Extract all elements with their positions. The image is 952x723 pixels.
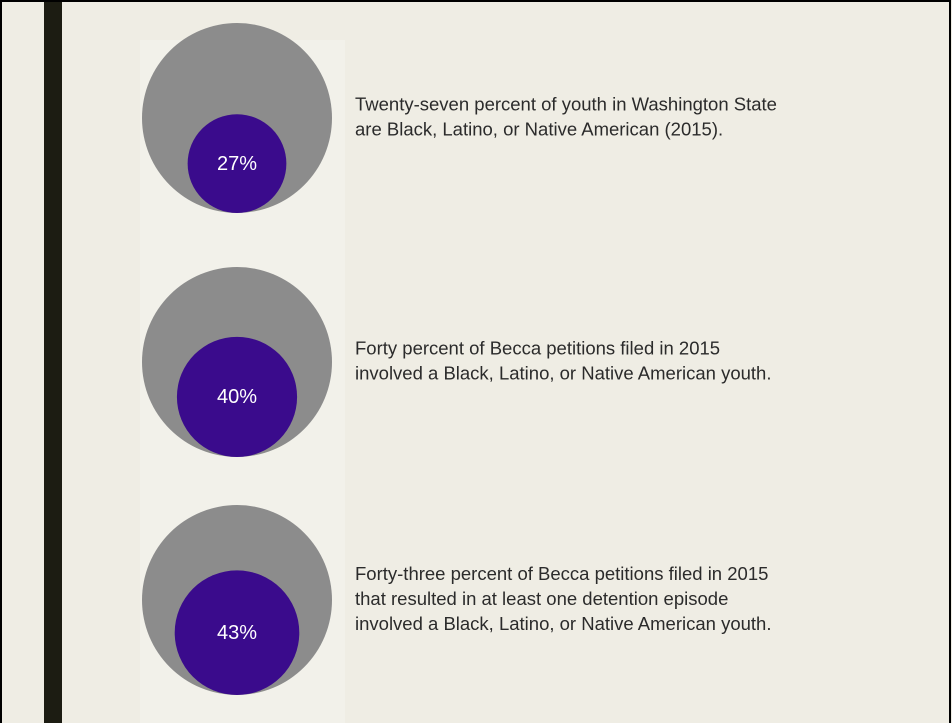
share-circle	[176, 336, 298, 457]
description-line: involved a Black, Latino, or Native Amer…	[355, 613, 771, 634]
description-line: involved a Black, Latino, or Native Amer…	[355, 362, 771, 383]
description-line: that resulted in at least one detention …	[355, 588, 728, 609]
description-line: Forty-three percent of Becca petitions f…	[355, 563, 768, 584]
accent-bar	[44, 2, 62, 723]
share-circle	[187, 114, 287, 213]
share-circle	[174, 570, 300, 695]
description-line: Forty percent of Becca petitions filed i…	[355, 337, 720, 358]
description-line: are Black, Latino, or Native American (2…	[355, 118, 723, 139]
percent-label: 27%	[217, 153, 257, 175]
content: 27% Twenty-seven percent of youth in Wash…	[142, 23, 777, 695]
description-line: Twenty-seven percent of youth in Washing…	[355, 93, 777, 114]
percent-label: 43%	[217, 622, 257, 644]
percent-label: 40%	[217, 386, 257, 408]
